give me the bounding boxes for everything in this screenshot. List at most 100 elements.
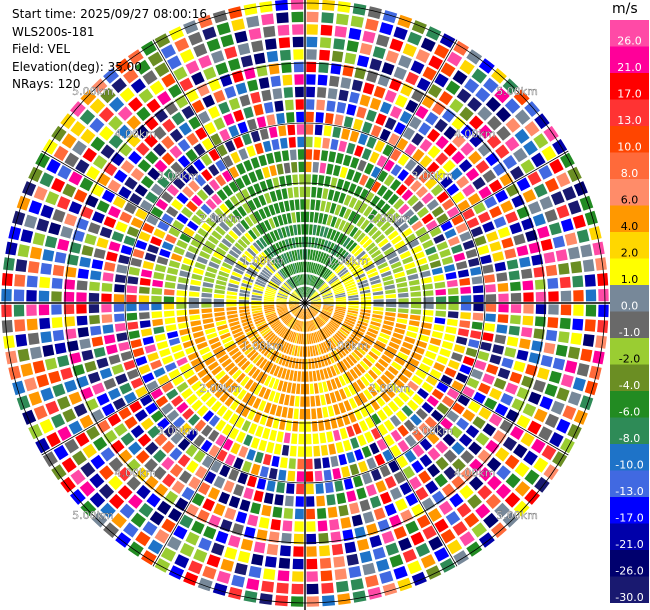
velocity-bin bbox=[441, 483, 456, 498]
velocity-bin bbox=[239, 257, 250, 266]
velocity-bin bbox=[335, 309, 346, 314]
velocity-bin bbox=[293, 291, 301, 299]
velocity-bin bbox=[430, 184, 444, 197]
velocity-bin bbox=[258, 77, 270, 89]
velocity-bin bbox=[91, 78, 108, 95]
velocity-bin bbox=[478, 124, 493, 139]
velocity-bin bbox=[139, 286, 150, 294]
velocity-bin bbox=[478, 58, 495, 74]
velocity-bin bbox=[372, 546, 386, 560]
velocity-bin bbox=[151, 287, 163, 295]
velocity-bin bbox=[339, 427, 348, 440]
velocity-bin bbox=[298, 287, 303, 298]
velocity-bin bbox=[592, 350, 605, 365]
velocity-bin bbox=[509, 371, 523, 384]
velocity-bin bbox=[211, 365, 223, 376]
velocity-bin bbox=[278, 291, 289, 297]
velocity-bin bbox=[323, 297, 334, 300]
velocity-bin bbox=[216, 405, 228, 417]
velocity-bin bbox=[215, 247, 227, 256]
velocity-bin bbox=[393, 26, 408, 41]
velocity-bin bbox=[213, 303, 225, 308]
velocity-bin bbox=[514, 109, 531, 125]
velocity-bin bbox=[269, 190, 277, 202]
velocity-bin bbox=[33, 186, 48, 201]
velocity-bin bbox=[505, 409, 520, 423]
velocity-bin bbox=[232, 209, 243, 221]
velocity-bin bbox=[296, 333, 300, 344]
velocity-bin bbox=[282, 74, 293, 86]
velocity-bin bbox=[322, 457, 331, 469]
velocity-bin bbox=[385, 50, 399, 64]
velocity-bin bbox=[385, 294, 397, 299]
velocity-bin bbox=[254, 316, 265, 322]
velocity-bin bbox=[82, 147, 97, 163]
velocity-bin bbox=[348, 397, 358, 409]
velocity-bin bbox=[313, 212, 319, 223]
velocity-bin bbox=[349, 502, 360, 515]
velocity-bin bbox=[584, 380, 598, 396]
velocity-bin bbox=[313, 332, 318, 343]
velocity-bin bbox=[418, 233, 431, 243]
velocity-bin bbox=[99, 367, 113, 380]
velocity-bin bbox=[281, 240, 288, 251]
velocity-bin bbox=[582, 334, 595, 347]
velocity-bin bbox=[505, 183, 520, 197]
velocity-bin bbox=[297, 136, 305, 148]
velocity-bin bbox=[190, 279, 202, 286]
velocity-bin bbox=[319, 239, 326, 250]
velocity-bin bbox=[459, 106, 474, 122]
velocity-bin bbox=[132, 248, 145, 259]
velocity-bin bbox=[346, 286, 357, 292]
velocity-bin bbox=[213, 503, 226, 517]
velocity-bin bbox=[115, 221, 128, 233]
velocity-bin bbox=[419, 328, 431, 336]
velocity-bin bbox=[284, 99, 294, 111]
velocity-bin bbox=[213, 294, 225, 299]
velocity-bin bbox=[258, 325, 269, 332]
velocity-bin bbox=[289, 199, 295, 211]
velocity-bin bbox=[126, 115, 141, 130]
velocity-bin bbox=[468, 257, 480, 267]
velocity-bin bbox=[241, 174, 251, 186]
velocity-bin bbox=[433, 362, 446, 372]
velocity-bin bbox=[266, 152, 275, 165]
velocity-bin bbox=[91, 211, 105, 224]
colorbar-tick-label: 2.0 bbox=[621, 247, 639, 260]
velocity-bin bbox=[215, 370, 226, 381]
velocity-bin bbox=[310, 396, 316, 407]
velocity-bin bbox=[320, 252, 327, 264]
velocity-bin bbox=[428, 536, 443, 551]
velocity-bin bbox=[433, 424, 447, 438]
velocity-bin bbox=[494, 261, 507, 272]
velocity-bin bbox=[441, 340, 454, 350]
velocity-bin bbox=[226, 307, 237, 311]
velocity-bin bbox=[486, 231, 499, 243]
velocity-bin bbox=[335, 247, 344, 258]
velocity-bin bbox=[382, 144, 394, 157]
velocity-bin bbox=[228, 97, 241, 111]
velocity-bin bbox=[310, 275, 316, 286]
velocity-bin bbox=[496, 272, 508, 282]
velocity-bin bbox=[459, 364, 472, 375]
velocity-bin bbox=[235, 416, 245, 429]
velocity-bin bbox=[118, 449, 133, 464]
velocity-bin bbox=[310, 199, 316, 210]
velocity-bin bbox=[426, 431, 440, 445]
velocity-bin bbox=[295, 358, 299, 369]
velocity-bin bbox=[254, 142, 264, 155]
velocity-bin bbox=[218, 270, 230, 278]
velocity-bin bbox=[395, 410, 408, 422]
velocity-bin bbox=[295, 99, 304, 110]
velocity-bin bbox=[51, 291, 62, 302]
velocity-bin bbox=[283, 162, 291, 174]
velocity-bin bbox=[278, 201, 285, 213]
velocity-bin bbox=[449, 167, 463, 181]
velocity-bin bbox=[379, 332, 390, 340]
velocity-bin bbox=[5, 350, 18, 365]
velocity-bin bbox=[405, 520, 419, 535]
velocity-bin bbox=[459, 231, 472, 242]
velocity-bin bbox=[336, 13, 349, 26]
velocity-bin bbox=[310, 304, 321, 309]
velocity-bin bbox=[533, 266, 545, 278]
